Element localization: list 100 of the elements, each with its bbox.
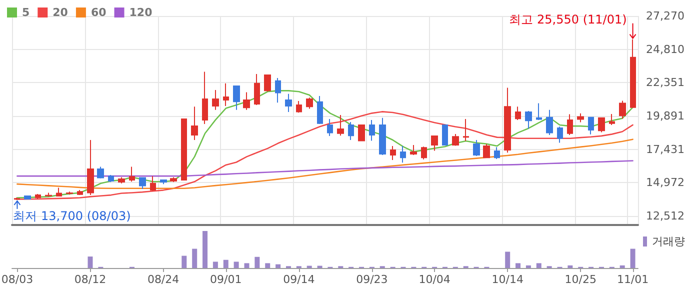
bar <box>620 265 625 268</box>
x-tick-label: 08/24 <box>147 273 180 286</box>
line-series <box>16 160 634 177</box>
candlestick <box>619 100 626 120</box>
x-tick-label: 09/14 <box>283 273 315 286</box>
candlestick <box>160 180 167 185</box>
line-series <box>16 138 634 190</box>
candlestick <box>77 190 83 196</box>
y-tick-label: 27,270 <box>646 10 684 22</box>
candlestick <box>35 193 41 200</box>
candlestick <box>557 126 563 144</box>
candlestick <box>348 121 354 141</box>
candlestick <box>66 191 73 196</box>
x-tick-label: 08/12 <box>74 273 106 286</box>
bar <box>516 263 521 268</box>
bar <box>536 263 542 268</box>
legend-label: 거래량 <box>652 235 685 248</box>
candlestick <box>442 124 448 146</box>
bar <box>223 260 228 268</box>
candlestick <box>56 187 62 196</box>
x-tick-label: 08/03 <box>1 273 34 286</box>
bar <box>202 231 208 268</box>
x-tick-label: 10/14 <box>492 273 524 286</box>
annotation: 최고 25,550 (11/01) <box>509 12 627 26</box>
x-tick-label: 09/23 <box>356 273 388 286</box>
candlestick <box>14 197 20 200</box>
candlestick <box>379 117 386 156</box>
candlestick <box>536 102 542 120</box>
candlestick <box>598 117 605 133</box>
bar <box>212 262 218 268</box>
candlestick <box>233 85 240 110</box>
candlestick <box>431 135 438 152</box>
bar <box>630 248 636 268</box>
x-tick-label: 11/01 <box>616 273 649 286</box>
y-tick-label: 24,810 <box>646 42 684 56</box>
candlestick <box>609 113 615 126</box>
legend-label: 60 <box>90 6 107 19</box>
candlestick <box>588 116 594 135</box>
y-tick-label: 19,891 <box>646 110 684 123</box>
candlestick <box>306 97 313 110</box>
x-tick-label: 10/25 <box>564 273 596 286</box>
candlestick <box>630 38 636 108</box>
bar <box>192 248 198 268</box>
candlestick <box>327 118 333 136</box>
bar <box>505 252 510 268</box>
candlestick <box>108 174 114 183</box>
candlestick <box>212 90 219 110</box>
candlestick <box>483 143 490 158</box>
candlestick <box>515 106 521 120</box>
candlestick <box>452 134 459 146</box>
bar <box>88 256 93 268</box>
candlestick <box>191 106 198 141</box>
y-tick-label: 14,972 <box>646 176 684 190</box>
annotation: 최저 13,700 (08/03) <box>13 208 131 223</box>
candlestick <box>275 77 281 104</box>
legend-label: 120 <box>129 6 153 19</box>
candlestick <box>118 176 125 184</box>
legend-label: 5 <box>22 6 30 19</box>
bar <box>568 265 573 268</box>
candlestick <box>129 166 135 182</box>
candlestick <box>243 92 250 110</box>
bar <box>182 256 187 268</box>
candlestick <box>202 71 208 125</box>
candlestick <box>358 124 365 142</box>
candlestick <box>139 177 146 190</box>
y-tick-label: 12,512 <box>646 210 684 223</box>
candlestick <box>24 195 31 200</box>
candlestick <box>296 100 302 114</box>
candlestick <box>577 112 584 123</box>
bar <box>254 256 260 268</box>
candlestick <box>421 146 427 160</box>
candlestick <box>525 110 532 130</box>
bar <box>234 262 239 268</box>
candlestick <box>473 140 480 157</box>
candlestick <box>87 140 94 196</box>
candlestick <box>546 109 553 136</box>
candlestick <box>410 144 417 156</box>
bar <box>244 263 250 268</box>
candlestick <box>223 82 229 106</box>
x-tick-label: 10/04 <box>418 273 450 286</box>
candlestick <box>264 74 271 92</box>
candlestick <box>567 114 573 136</box>
candlestick <box>369 119 375 142</box>
bar <box>265 263 270 268</box>
candlestick <box>504 87 511 154</box>
candlestick <box>285 93 292 112</box>
candlestick <box>254 74 260 106</box>
candlestick <box>45 192 52 198</box>
bar <box>526 265 531 268</box>
candlestick <box>494 146 500 160</box>
y-tick-label: 17,431 <box>646 142 684 156</box>
candlestick <box>150 176 156 192</box>
line-series <box>16 111 634 200</box>
bar <box>276 264 281 268</box>
candlestick <box>390 145 396 160</box>
candlestick <box>170 176 177 183</box>
y-tick-label: 22,351 <box>646 76 684 90</box>
candlestick <box>463 118 469 142</box>
x-tick-label: 09/01 <box>210 273 242 286</box>
line-series <box>16 90 634 198</box>
